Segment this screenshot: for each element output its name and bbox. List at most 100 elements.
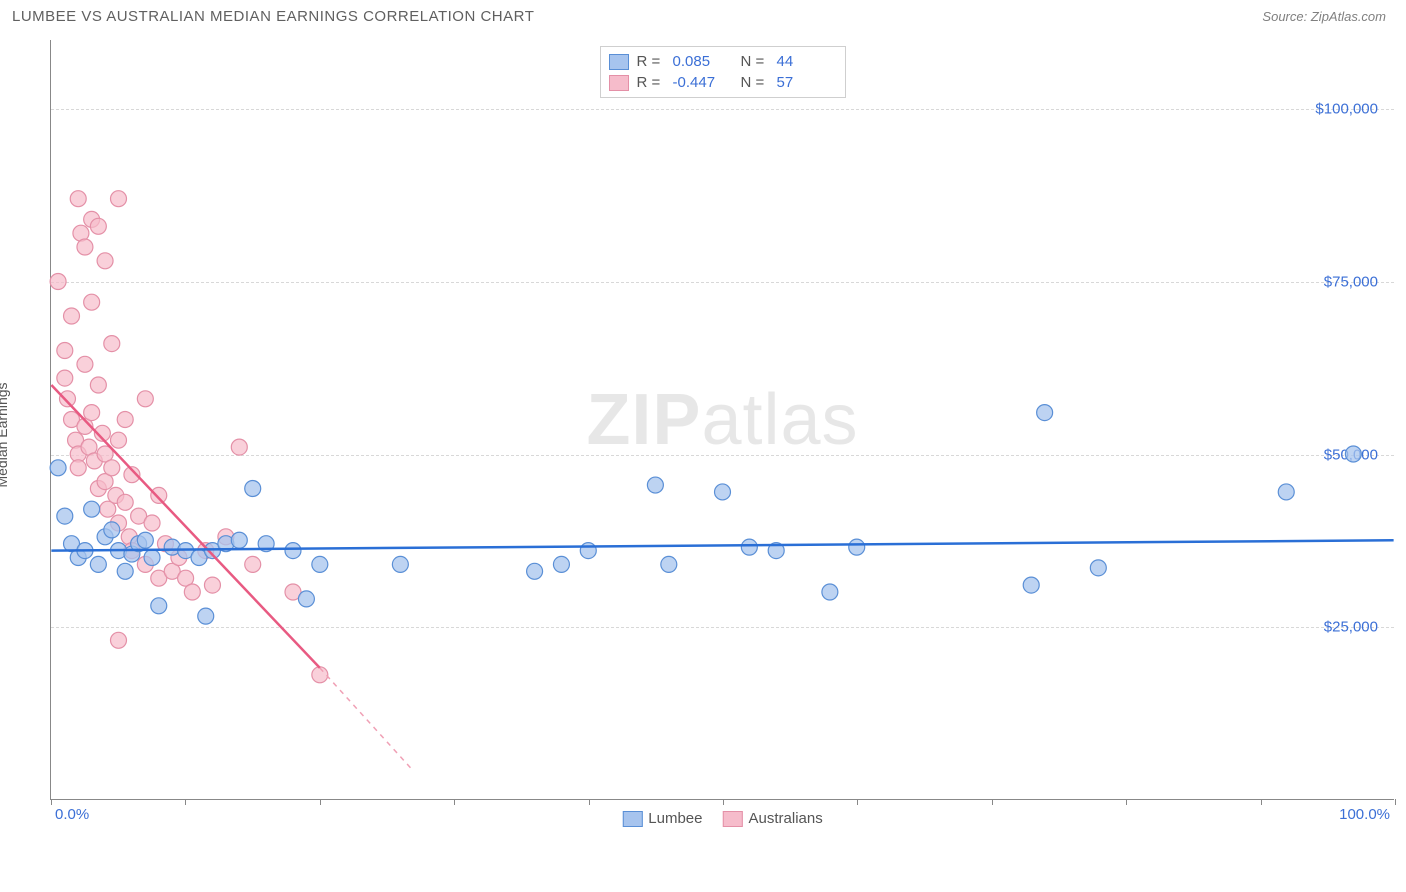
australians-point xyxy=(137,391,153,407)
series-legend-item: Lumbee xyxy=(622,810,702,827)
x-tick xyxy=(51,799,52,805)
australians-point xyxy=(111,632,127,648)
australians-point xyxy=(97,253,113,269)
lumbee-point xyxy=(151,598,167,614)
lumbee-trendline xyxy=(51,540,1393,550)
lumbee-point xyxy=(198,608,214,624)
lumbee-point xyxy=(741,539,757,555)
x-tick xyxy=(1395,799,1396,805)
n-value: 44 xyxy=(777,53,837,70)
x-tick xyxy=(857,799,858,805)
lumbee-point xyxy=(231,532,247,548)
r-value: -0.447 xyxy=(673,74,733,91)
australians-point xyxy=(184,584,200,600)
legend-swatch xyxy=(609,75,629,91)
lumbee-point xyxy=(527,563,543,579)
legend-row: R = -0.447 N = 57 xyxy=(609,72,837,93)
x-axis-min-label: 0.0% xyxy=(55,806,89,823)
lumbee-point xyxy=(1345,446,1361,462)
lumbee-point xyxy=(1090,560,1106,576)
lumbee-point xyxy=(312,556,328,572)
x-tick xyxy=(454,799,455,805)
lumbee-point xyxy=(50,460,66,476)
source-attribution: Source: ZipAtlas.com xyxy=(1262,9,1386,24)
x-axis-max-label: 100.0% xyxy=(1339,806,1390,823)
australians-point xyxy=(111,432,127,448)
lumbee-point xyxy=(392,556,408,572)
australians-point xyxy=(204,577,220,593)
australians-point xyxy=(231,439,247,455)
chart-container: Median Earnings ZIPatlas $25,000$50,000$… xyxy=(12,40,1394,830)
australians-point xyxy=(104,336,120,352)
series-label: Australians xyxy=(749,810,823,827)
australians-point xyxy=(70,460,86,476)
legend-swatch xyxy=(723,811,743,827)
y-axis-label: Median Earnings xyxy=(0,382,10,487)
n-value: 57 xyxy=(777,74,837,91)
legend-swatch xyxy=(622,811,642,827)
n-label: N = xyxy=(741,53,769,70)
lumbee-point xyxy=(1023,577,1039,593)
lumbee-point xyxy=(661,556,677,572)
australians-point xyxy=(151,487,167,503)
plot-area: ZIPatlas $25,000$50,000$75,000$100,000 R… xyxy=(50,40,1394,800)
australians-point xyxy=(117,412,133,428)
r-value: 0.085 xyxy=(673,53,733,70)
x-tick xyxy=(589,799,590,805)
lumbee-point xyxy=(90,556,106,572)
australians-point xyxy=(90,377,106,393)
x-tick xyxy=(185,799,186,805)
legend-swatch xyxy=(609,54,629,70)
australians-point xyxy=(104,460,120,476)
lumbee-point xyxy=(117,563,133,579)
australians-point xyxy=(57,343,73,359)
lumbee-point xyxy=(849,539,865,555)
australians-point xyxy=(245,556,261,572)
australians-point xyxy=(111,191,127,207)
lumbee-point xyxy=(285,543,301,559)
n-label: N = xyxy=(741,74,769,91)
x-tick xyxy=(1126,799,1127,805)
legend-row: R = 0.085 N = 44 xyxy=(609,51,837,72)
lumbee-point xyxy=(57,508,73,524)
x-tick xyxy=(723,799,724,805)
lumbee-point xyxy=(104,522,120,538)
australians-point xyxy=(70,191,86,207)
australians-point xyxy=(77,356,93,372)
australians-point xyxy=(90,218,106,234)
lumbee-point xyxy=(822,584,838,600)
lumbee-point xyxy=(553,556,569,572)
lumbee-point xyxy=(647,477,663,493)
series-label: Lumbee xyxy=(648,810,702,827)
australians-point xyxy=(64,308,80,324)
x-tick xyxy=(992,799,993,805)
australians-trendline-extrapolated xyxy=(320,668,414,772)
australians-point xyxy=(50,274,66,290)
chart-title: LUMBEE VS AUSTRALIAN MEDIAN EARNINGS COR… xyxy=(12,8,534,25)
lumbee-point xyxy=(1037,405,1053,421)
australians-point xyxy=(60,391,76,407)
series-legend: Lumbee Australians xyxy=(622,810,822,827)
r-label: R = xyxy=(637,53,665,70)
australians-trendline xyxy=(51,385,319,668)
lumbee-point xyxy=(245,481,261,497)
lumbee-point xyxy=(1278,484,1294,500)
australians-point xyxy=(84,405,100,421)
australians-point xyxy=(84,294,100,310)
australians-point xyxy=(144,515,160,531)
series-legend-item: Australians xyxy=(723,810,823,827)
x-tick xyxy=(320,799,321,805)
correlation-legend: R = 0.085 N = 44 R = -0.447 N = 57 xyxy=(600,46,846,98)
lumbee-point xyxy=(298,591,314,607)
lumbee-point xyxy=(580,543,596,559)
lumbee-point xyxy=(137,532,153,548)
australians-point xyxy=(117,494,133,510)
scatter-svg xyxy=(51,40,1394,799)
australians-point xyxy=(57,370,73,386)
lumbee-point xyxy=(144,550,160,566)
r-label: R = xyxy=(637,74,665,91)
australians-point xyxy=(312,667,328,683)
lumbee-point xyxy=(84,501,100,517)
x-tick xyxy=(1261,799,1262,805)
australians-point xyxy=(77,239,93,255)
